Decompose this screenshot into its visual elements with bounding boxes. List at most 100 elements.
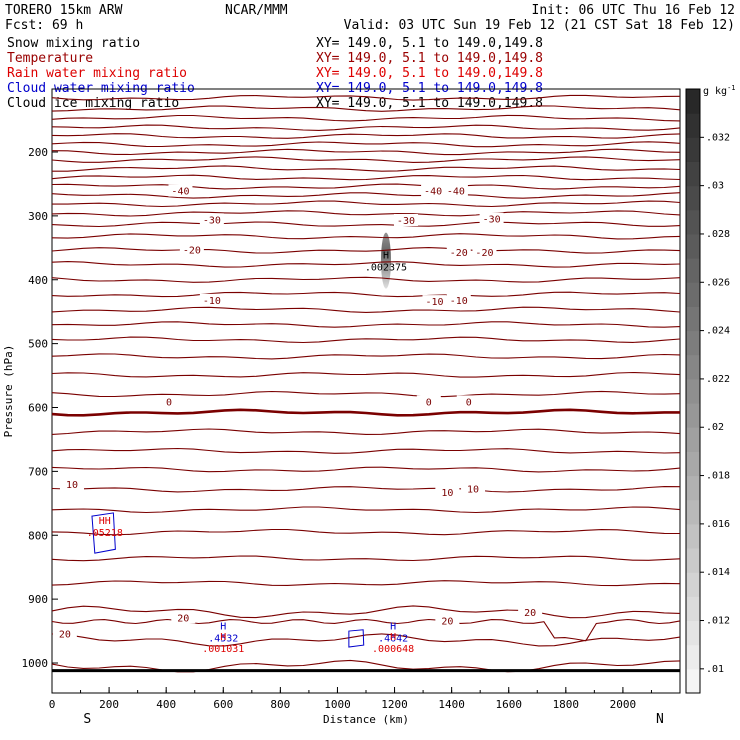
temperature-label: 0 (426, 397, 432, 408)
extremum-mark: H (390, 632, 396, 643)
temperature-label-bg (59, 477, 84, 490)
temperature-label: 20 (524, 608, 536, 619)
colorbar-tick-label: .014 (706, 567, 730, 578)
colorbar-segment (686, 596, 700, 622)
temperature-label: 10 (441, 488, 453, 499)
temperature-label-bg (422, 295, 447, 308)
extremum-value: .05218 (87, 528, 123, 539)
extremum-mark: HH (99, 516, 111, 527)
temperature-label-bg (446, 245, 471, 258)
extremum-value: .000648 (372, 644, 414, 655)
temperature-contour (51, 261, 681, 268)
colorbar-tick-label: .012 (706, 616, 730, 627)
colorbar: .01 .012 .014 .016 .018 .02 .022 .024 .026 .028 .0… (685, 88, 730, 694)
x-tick-label: 200 (99, 698, 119, 711)
temperature-label-bg (168, 184, 193, 197)
y-tick-label: 400 (28, 274, 48, 287)
temperature-label: -30 (397, 216, 415, 227)
x-tick-label: 400 (156, 698, 176, 711)
y-tick-label: 300 (28, 210, 48, 223)
x-tick-label: 1600 (495, 698, 522, 711)
extremum-value: .001031 (202, 644, 244, 655)
temperature-contour (51, 148, 681, 156)
temperature-label: 20 (441, 616, 453, 627)
colorbar-segment (686, 451, 700, 477)
colorbar-segment (686, 548, 700, 573)
temperature-contour (51, 390, 681, 398)
cloud-water-contour (91, 512, 116, 554)
temperature-label-bg (421, 184, 446, 197)
endpoint-north: N (656, 712, 664, 727)
colorbar-segment (686, 258, 700, 283)
snow-mixing-ratio-field (380, 232, 391, 289)
colorbar-units: g kg-1 (703, 84, 736, 97)
temperature-label: 20 (177, 613, 189, 624)
colorbar-segment (686, 523, 700, 549)
temperature-label: -40 (447, 187, 465, 198)
temperature-contour (51, 528, 681, 536)
snow-plume (380, 232, 391, 289)
temperature-contour (51, 114, 681, 122)
temperature-contour (51, 353, 681, 360)
temperature-label: 10 (467, 484, 479, 495)
temperature-contour (51, 291, 681, 298)
colorbar-segment (686, 233, 700, 259)
temperature-label: -20 (475, 248, 493, 259)
temperature-contour (51, 336, 681, 344)
x-axis-label: Distance (km) (323, 713, 409, 726)
extremum-value: .002375 (365, 262, 407, 273)
temperature-contour (51, 124, 681, 131)
x-tick-label: 800 (270, 698, 290, 711)
legend-xy: XY= 149.0, 5.1 to 149.0,149.8 (316, 36, 543, 51)
colorbar-tick-label: .022 (706, 374, 730, 385)
colorbar-tick-label: .016 (706, 519, 730, 530)
temperature-label-bg (171, 611, 196, 624)
extremum-value: .4532 (208, 633, 238, 644)
x-tick-label: 1400 (438, 698, 465, 711)
temperature-label: -30 (203, 215, 221, 226)
temperature-contour (51, 183, 681, 190)
colorbar-segment (686, 475, 700, 501)
temperature-label-bg (393, 213, 418, 226)
colorbar-tick-label: .018 (706, 471, 730, 482)
colorbar-segment (686, 378, 700, 404)
temperature-label: -20 (450, 248, 468, 259)
extremum-mark: H (390, 621, 396, 632)
colorbar-tick-label: .01 (706, 664, 724, 675)
temperature-contour (51, 555, 681, 562)
y-tick-label: 700 (28, 465, 48, 478)
endpoint-south: S (83, 712, 91, 727)
temperature-label: 10 (66, 480, 78, 491)
y-axis-label: Pressure (hPa) (2, 345, 15, 438)
model-title: TORERO 15km ARW (5, 3, 123, 18)
temperature-contour (51, 580, 681, 587)
temperature-contours (51, 94, 681, 673)
temperature-contour (51, 192, 681, 199)
legend-xy: XY= 149.0, 5.1 to 149.0,149.8 (316, 51, 543, 66)
colorbar-segment (686, 620, 700, 646)
org-label: NCAR/MMM (225, 3, 288, 18)
temperature-contour (51, 605, 681, 619)
x-tick-label: 1200 (381, 698, 408, 711)
legend-name: Snow mixing ratio (7, 36, 140, 51)
extremum-mark: H (383, 250, 389, 261)
temperature-label-bg (472, 245, 497, 258)
temperature-contour (51, 466, 681, 473)
colorbar-segment (686, 113, 700, 138)
y-tick-label: 600 (28, 402, 48, 415)
temperature-label-bg (157, 395, 182, 408)
y-tick-label: 800 (28, 529, 48, 542)
temperature-contour (51, 221, 681, 228)
temperature-contour (52, 165, 681, 172)
legend-xy: XY= 149.0, 5.1 to 149.0,149.8 (316, 96, 543, 111)
temperature-contour (51, 618, 681, 642)
temperature-contour (51, 428, 681, 435)
colorbar-segment (686, 306, 700, 332)
y-tick-label: 900 (28, 593, 48, 606)
cloud-water-contour (348, 629, 365, 648)
x-tick-label: 2000 (610, 698, 637, 711)
init-time: Init: 06 UTC Thu 16 Feb 12 (532, 3, 736, 18)
legend-xy: XY= 149.0, 5.1 to 149.0,149.8 (316, 66, 543, 81)
colorbar-segment (686, 644, 700, 670)
